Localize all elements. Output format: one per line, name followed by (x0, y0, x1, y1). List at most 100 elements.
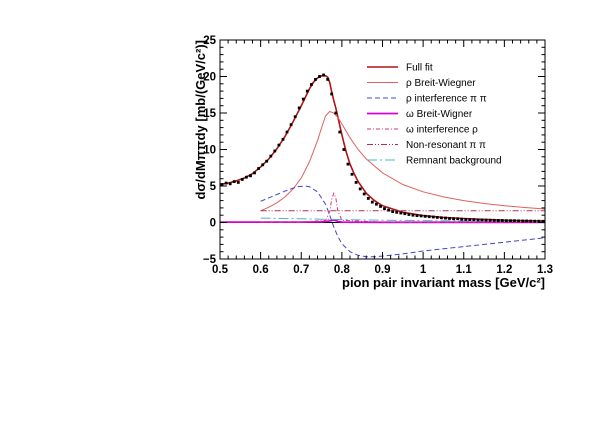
x-tick-label: 0.8 (334, 264, 351, 276)
data-point (305, 89, 309, 93)
data-point (448, 217, 451, 220)
data-point (285, 130, 289, 134)
data-point (269, 154, 273, 158)
plot-area (220, 73, 545, 258)
data-point (496, 219, 500, 222)
data-point (375, 202, 378, 206)
x-tick-label: 1 (420, 264, 427, 276)
legend-label: ρ interference π π (406, 94, 487, 105)
data-point (529, 219, 533, 223)
y-tick-label: 15 (203, 108, 216, 120)
data-point (440, 216, 443, 220)
data-point (476, 218, 480, 222)
y-tick-label: 10 (203, 145, 216, 157)
data-point (484, 218, 488, 222)
data-point (464, 218, 468, 221)
data-point (301, 97, 305, 101)
data-point (525, 219, 529, 223)
series-line-2 (260, 110, 545, 212)
data-point (362, 192, 366, 196)
series-line-5 (260, 191, 545, 223)
x-tick-label: 0.7 (293, 264, 309, 276)
data-point (257, 167, 260, 170)
data-point (505, 219, 508, 223)
y-tick-label: 25 (203, 35, 216, 47)
x-tick-label: 1.3 (537, 264, 553, 276)
x-tick-label: 1.2 (496, 264, 512, 276)
data-point (537, 219, 541, 223)
axes: 0.5 0.6 0.7 0.8 0.9 1 1.1 1.2 1.3 −5 0 5 10 15 20 25 (203, 35, 553, 276)
legend-label: Non-resonant π π (406, 140, 486, 151)
series-line-3 (260, 185, 545, 258)
data-point (399, 211, 403, 215)
data-point (297, 106, 301, 110)
data-point (395, 210, 399, 214)
data-point (435, 216, 439, 219)
data-point (281, 137, 285, 141)
x-tick-label: 0.5 (212, 264, 229, 276)
y-axis-title: dσ/dMππdy [mb/(GeV/c²)] (193, 40, 208, 200)
data-point (236, 181, 240, 184)
data-point (379, 205, 382, 208)
data-point (253, 171, 256, 175)
x-tick-label: 1.1 (456, 264, 473, 276)
data-point (509, 219, 512, 223)
legend-label: ω interference ρ (406, 125, 478, 136)
data-point (277, 143, 281, 147)
data-point (387, 208, 390, 212)
data-point (350, 172, 354, 176)
data-point (444, 216, 447, 220)
legend-label: Remnant background (406, 156, 502, 167)
data-point (517, 219, 520, 223)
data-point (521, 219, 525, 223)
data-point (261, 163, 265, 167)
data-point (431, 215, 435, 219)
x-axis-title: pion pair invariant mass [GeV/c²] (342, 275, 545, 290)
data-point (541, 219, 545, 223)
data-point (468, 218, 472, 221)
data-point (273, 149, 277, 153)
data-point (456, 217, 460, 221)
data-point (245, 175, 248, 179)
data-point (249, 174, 252, 178)
data-point (407, 213, 411, 216)
data-point (460, 217, 464, 221)
data-point (472, 218, 476, 222)
data-point (342, 148, 346, 151)
data-point (346, 162, 350, 166)
data-point (358, 187, 362, 191)
data-point (500, 219, 504, 222)
data-point (383, 207, 386, 210)
data-point (391, 210, 395, 213)
y-tick-label: 0 (210, 218, 216, 230)
data-point (488, 218, 492, 222)
data-point (240, 178, 244, 181)
data-point (492, 218, 496, 222)
data-point (265, 159, 269, 163)
legend-label: ω Breit-Wigner (406, 109, 473, 120)
data-point (427, 215, 431, 219)
data-point (289, 123, 293, 127)
x-tick-label: 0.6 (253, 264, 269, 276)
data-point (228, 182, 232, 186)
data-point (411, 213, 415, 217)
y-tick-label: 20 (203, 72, 216, 84)
data-point (419, 214, 423, 218)
data-point (415, 214, 419, 217)
data-point (480, 218, 484, 222)
data-point (330, 92, 334, 96)
data-point (423, 214, 427, 218)
legend-label: ρ Breit-Wiegner (406, 78, 476, 89)
y-tick-label: −5 (203, 254, 217, 266)
legend: Full fit ρ Breit-Wiegner ρ interference π … (367, 63, 502, 167)
data-point (314, 78, 317, 81)
data-point (334, 111, 338, 115)
data-point (220, 183, 224, 186)
data-point (322, 73, 325, 77)
data-point (310, 83, 313, 86)
data-point (338, 130, 342, 134)
y-tick-label: 5 (210, 181, 217, 193)
data-point (354, 181, 358, 184)
x-tick-label: 0.9 (375, 264, 391, 276)
